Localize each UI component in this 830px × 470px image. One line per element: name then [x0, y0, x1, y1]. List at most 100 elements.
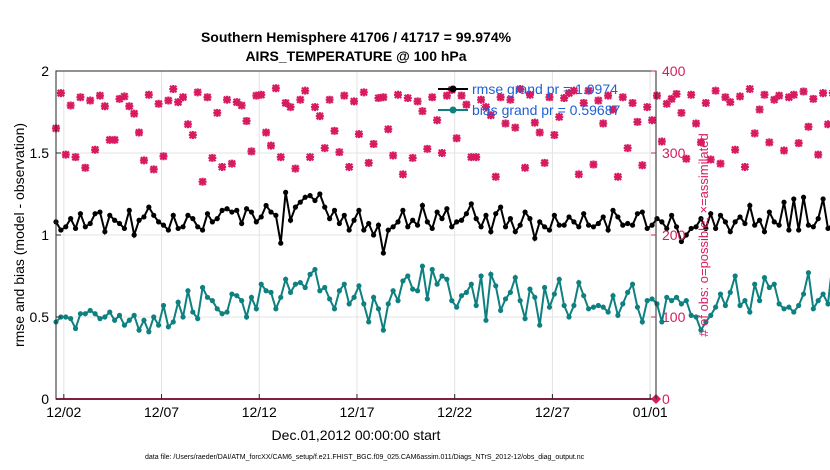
bias-point — [72, 325, 79, 332]
rmse-point — [258, 214, 264, 220]
bias-point — [595, 302, 601, 309]
bias-point — [126, 317, 132, 323]
bias-point — [410, 286, 416, 292]
y2-tick-label: 400 — [662, 63, 686, 79]
obs-count-point — [731, 145, 740, 154]
rmse-point — [77, 211, 84, 217]
obs-count-point — [71, 153, 80, 162]
bias-point — [195, 316, 201, 322]
bias-point — [458, 293, 465, 299]
rmse-point — [380, 250, 386, 256]
bias-point — [444, 276, 450, 282]
obs-count-point — [310, 103, 319, 112]
obs-count-point — [623, 144, 632, 153]
rmse-point — [121, 225, 128, 232]
bias-point — [590, 304, 597, 310]
obs-count-point — [819, 89, 828, 98]
rmse-point — [97, 209, 103, 215]
bias-point — [370, 294, 377, 300]
bias-point — [805, 270, 812, 276]
obs-count-point — [609, 105, 618, 114]
rmse-point — [292, 204, 299, 210]
rmse-point — [199, 227, 206, 233]
rmse-point — [204, 211, 211, 217]
rmse-point — [581, 211, 587, 217]
obs-count-point — [291, 164, 300, 173]
rmse-point — [473, 216, 479, 222]
x-tick-label: 12/12 — [242, 404, 277, 420]
rmse-point — [493, 211, 499, 217]
obs-count-point — [486, 111, 495, 120]
obs-count-point — [188, 130, 197, 139]
obs-count-point — [799, 87, 808, 96]
bias-point — [659, 319, 665, 325]
obs-count-point — [86, 96, 95, 105]
rmse-point — [331, 207, 338, 213]
rmse-point — [102, 229, 108, 235]
bias-point — [136, 327, 142, 333]
rmse-point — [502, 224, 509, 230]
bias-point — [68, 316, 74, 322]
bias-point — [400, 278, 406, 284]
bias-point — [116, 312, 123, 318]
bias-point — [82, 311, 88, 317]
bias-point — [102, 314, 108, 320]
bias-point — [527, 286, 533, 292]
rmse-point — [356, 207, 362, 213]
bias-point — [644, 298, 650, 304]
obs-count-point — [477, 95, 486, 104]
y-tick-label: 1 — [41, 227, 49, 243]
obs-count-point — [467, 153, 476, 162]
obs-count-point — [618, 93, 627, 102]
obs-count-point — [560, 94, 569, 103]
obs-count-point — [667, 94, 676, 103]
rmse-point — [327, 216, 333, 222]
bias-point — [791, 309, 797, 315]
obs-count-point — [340, 91, 349, 100]
y2-tick-label: 0 — [662, 391, 670, 407]
bias-point — [756, 298, 763, 304]
rmse-series — [53, 189, 830, 256]
bias-point — [380, 327, 386, 333]
bias-point — [722, 302, 728, 309]
obs-count-point — [198, 177, 207, 186]
bias-point — [419, 263, 426, 269]
rmse-point — [395, 219, 401, 225]
bias-point — [537, 322, 543, 328]
rmse-point — [488, 229, 494, 235]
obs-count-point — [579, 98, 588, 107]
bias-point — [620, 301, 626, 307]
bias-point — [292, 281, 299, 287]
rmse-point — [361, 227, 367, 233]
obs-count-point — [81, 163, 90, 172]
rmse-point — [600, 214, 606, 220]
obs-count-point — [809, 94, 818, 103]
obs-count-point — [555, 112, 564, 121]
rmse-point — [366, 220, 372, 227]
rmse-point — [385, 227, 391, 233]
obs-count-point — [154, 99, 163, 108]
obs-count-point — [760, 90, 769, 99]
rmse-point — [243, 206, 250, 212]
obs-count-point — [164, 96, 173, 105]
rmse-point — [107, 212, 113, 218]
bias-point — [693, 314, 699, 320]
obs-count-point — [652, 91, 661, 100]
obs-count-series — [52, 84, 830, 186]
obs-count-point — [398, 170, 407, 179]
bias-point — [625, 289, 631, 295]
rmse-point — [717, 212, 724, 218]
obs-count-point — [633, 117, 642, 126]
obs-count-point — [433, 116, 442, 125]
rmse-point — [556, 222, 562, 228]
obs-count-point — [682, 154, 691, 163]
bias-point — [278, 294, 284, 300]
x-tick-label: 12/17 — [339, 404, 374, 420]
rmse-point — [131, 232, 137, 238]
rmse-point — [551, 212, 557, 218]
bias-point — [673, 294, 680, 300]
rmse-point — [678, 238, 685, 245]
rmse-point — [595, 220, 601, 227]
obs-count-point — [462, 100, 471, 109]
bias-point — [556, 276, 562, 282]
